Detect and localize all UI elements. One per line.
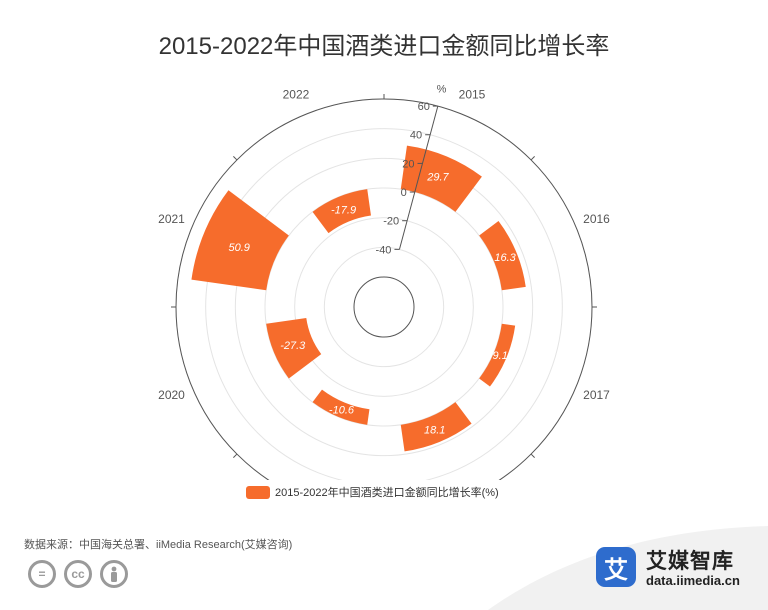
category-label-2017: 2017 [583, 388, 610, 402]
bar-2022 [312, 189, 371, 234]
category-label-2021: 2021 [158, 212, 185, 226]
grid-ring [175, 98, 593, 480]
equals-icon: = [28, 560, 56, 588]
angular-tick [530, 453, 535, 458]
brand-name: 艾媒智库 [646, 550, 734, 573]
data-label-2020: -27.3 [280, 340, 306, 352]
grid-ring [323, 246, 445, 368]
legend-label: 2015-2022年中国酒类进口金额同比增长率(%) [275, 487, 499, 499]
category-label-2015: 2015 [459, 88, 486, 102]
bar-2021 [191, 190, 289, 291]
license-icons: = cc [28, 560, 128, 588]
radial-axis-unit: % [437, 84, 447, 96]
grid-ring [264, 187, 504, 427]
radial-tick-label: 40 [410, 130, 422, 142]
chart-title: 2015-2022年中国酒类进口金额同比增长率 [158, 33, 610, 60]
category-label-2020: 2020 [158, 388, 185, 402]
chart-bars [191, 145, 526, 452]
radial-axis-line [398, 105, 439, 250]
chart-labels: 29.7 16.3 9.1 18.1 -10.6 -27.3 50.9 -17.9 2015 20… [158, 84, 610, 437]
bar-2019 [312, 389, 370, 425]
bar-2017 [479, 323, 516, 387]
bar-2015 [400, 145, 482, 212]
chart-legend[interactable]: 2015-2022年中国酒类进口金额同比增长率(%) [246, 484, 499, 500]
radial-tick-label: 20 [402, 158, 414, 170]
data-label-2022: -17.9 [331, 204, 356, 216]
grid-ring [234, 157, 534, 457]
angular-tick [233, 156, 238, 161]
angular-tick [530, 156, 535, 161]
data-source-note: 数据来源：中国海关总署、iiMedia Research(艾媒咨询) [24, 539, 293, 551]
bar-2016 [479, 221, 526, 291]
person-icon [100, 560, 128, 588]
radial-tick-label: 60 [418, 101, 430, 113]
outer-circle [175, 98, 593, 480]
inner-circle [353, 276, 415, 338]
data-label-2017: 9.1 [493, 350, 508, 362]
brand-url: data.iimedia.cn [646, 573, 740, 588]
category-label-2016: 2016 [583, 212, 610, 226]
data-label-2016: 16.3 [494, 252, 516, 264]
data-label-2021: 50.9 [228, 242, 249, 254]
chart-axes [171, 94, 597, 480]
radial-tick-label: 0 [401, 187, 407, 199]
data-label-2018: 18.1 [424, 424, 445, 436]
grid-ring [205, 128, 563, 480]
brand-logo-icon: 艾 [596, 547, 636, 587]
chart-grid [175, 98, 593, 480]
angular-tick [233, 453, 238, 458]
legend-swatch [246, 485, 270, 499]
polar-bar-chart: 29.7 16.3 9.1 18.1 -10.6 -27.3 50.9 -17.9 2015 20… [158, 84, 610, 480]
radial-tick-label: -20 [383, 216, 399, 228]
data-label-2019: -10.6 [329, 405, 355, 417]
bar-2020 [266, 318, 322, 379]
data-label-2015: 29.7 [426, 172, 449, 184]
radial-tick-label: -40 [376, 244, 392, 256]
bar-2018 [400, 402, 472, 452]
cc-icon: cc [64, 560, 92, 588]
category-label-2022: 2022 [283, 88, 310, 102]
grid-ring [294, 217, 474, 397]
